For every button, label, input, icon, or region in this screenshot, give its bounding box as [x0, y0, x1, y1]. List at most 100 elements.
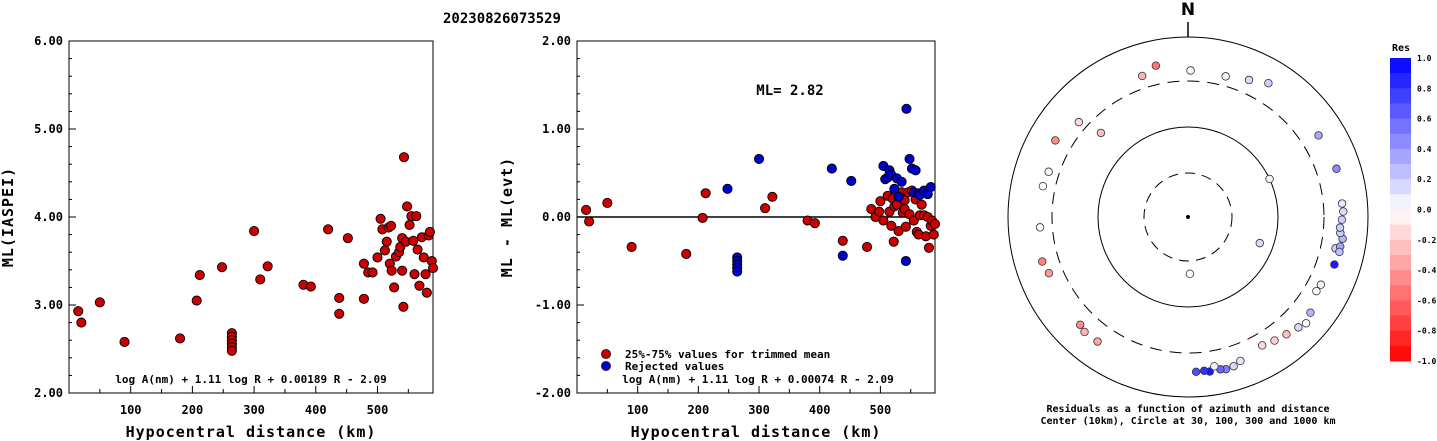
panel1-point — [372, 252, 383, 263]
panel1-xtick-label: 200 — [182, 403, 204, 417]
polar-caption-1: Residuals as a function of azimuth and d… — [1047, 403, 1330, 415]
panel1-ticks: 100 200 300 400 500 2.00 3.00 4.00 5.00 6.00 — [34, 34, 409, 417]
colorbar-tick-label: 0.8 — [1417, 84, 1432, 93]
panel2-point — [925, 182, 936, 193]
polar-point — [1210, 362, 1219, 371]
panel2-ytick-label: -2.00 — [535, 386, 571, 400]
polar-point — [1337, 199, 1347, 208]
panel2-points — [581, 103, 941, 277]
panel1-point — [414, 280, 425, 291]
panel1-point — [175, 333, 186, 344]
panel2-point — [889, 183, 900, 194]
panel2-point — [846, 175, 857, 186]
polar-point — [1074, 117, 1084, 127]
panel2-formula: log A(nm) + 1.11 log R + 0.00074 R - 2.0… — [622, 373, 894, 386]
panel1-point — [398, 301, 409, 312]
panel2-point — [916, 199, 927, 210]
legend-label-trimmed: 25%-75% values for trimmed mean — [625, 348, 830, 361]
legend-label-rejected: Rejected values — [625, 360, 724, 373]
polar-point — [1330, 260, 1339, 269]
panel1-point — [424, 226, 435, 238]
panel2-point — [681, 248, 692, 260]
panel2-ticks: 100 200 300 400 500 -2.00 -1.00 0.00 1.00 2.00 — [535, 34, 912, 417]
residual-colorbar: Res 1.0 0.8 0.6 0.4 0.2 0.0 -0.2 -0.4 -0.6 -0.8 -1… — [1390, 43, 1436, 366]
colorbar-cell — [1390, 270, 1411, 286]
panel1-xtick-label: 500 — [367, 403, 389, 417]
panel2-point — [760, 203, 771, 214]
colorbar-cell — [1390, 73, 1411, 89]
panel2-point — [875, 196, 886, 207]
colorbar-cell — [1390, 239, 1411, 256]
panel1-ytick-label: 4.00 — [34, 210, 63, 224]
polar-point — [1306, 308, 1315, 317]
polar-point — [1199, 366, 1209, 376]
polar-point — [1335, 223, 1345, 232]
panel1-point — [194, 270, 205, 281]
panel1-point — [358, 293, 369, 304]
panel2-ytick-label: 2.00 — [542, 34, 571, 48]
colorbar-ticks: 1.0 0.8 0.6 0.4 0.2 0.0 -0.2 -0.4 -0.6 -0.8 -1.0 — [1417, 54, 1436, 366]
ring-100km — [1097, 126, 1279, 308]
panel2-point — [886, 220, 897, 231]
panel1-ytick-label: 5.00 — [34, 122, 63, 136]
polar-point — [1264, 78, 1273, 88]
panel1-point — [421, 287, 432, 298]
polar-point — [1257, 341, 1267, 350]
panel2-point — [896, 176, 907, 187]
panel1-point — [404, 219, 415, 230]
panel2-point — [904, 153, 915, 164]
panel1-ytick-label: 6.00 — [34, 34, 63, 48]
polar-point — [1093, 337, 1102, 346]
polar-point — [1076, 320, 1085, 329]
colorbar-tick-label: -0.6 — [1417, 296, 1436, 305]
ring-300km — [1051, 80, 1325, 354]
panel2-xlabel: Hypocentral distance (km) — [631, 423, 882, 441]
panel1-points — [73, 152, 439, 356]
colorbar-cell — [1390, 300, 1411, 317]
panel2-point — [626, 241, 637, 252]
polar-point — [1255, 238, 1264, 248]
polar-point — [1282, 330, 1291, 339]
polar-point — [1044, 167, 1053, 176]
panel1-point — [389, 282, 400, 293]
polar-point — [1186, 66, 1195, 75]
polar-point — [1038, 257, 1047, 266]
ml-iaspei-panel: 100 200 300 400 500 2.00 3.00 4.00 5.00 6.00 log … — [0, 34, 439, 441]
polar-point — [1337, 215, 1347, 224]
panel1-point — [420, 269, 431, 280]
panel1-point — [73, 306, 84, 317]
panel1-ytick-label: 2.00 — [34, 386, 63, 400]
polar-caption-2: Center (10km), Circle at 30, 100, 300 an… — [1040, 415, 1335, 427]
polar-point — [1316, 280, 1326, 289]
colorbar-cell — [1390, 315, 1411, 332]
panel1-point — [249, 226, 260, 237]
panel2-point — [874, 206, 885, 217]
panel2-point — [584, 216, 595, 227]
colorbar-cells — [1390, 58, 1411, 362]
colorbar-tick-label: 0.2 — [1417, 175, 1432, 184]
panel1-point — [119, 336, 130, 348]
panel2-ylabel: ML - ML(evt) — [498, 157, 516, 277]
colorbar-cell — [1390, 285, 1411, 301]
panel2-point — [923, 242, 934, 253]
polar-point — [1236, 356, 1245, 366]
colorbar-cell — [1390, 103, 1411, 120]
panel1-point — [191, 295, 202, 306]
ml-residual-panel: 100 200 300 400 500 -2.00 -1.00 0.00 1.00 2.00 ML… — [498, 34, 941, 441]
polar-point — [1080, 327, 1089, 337]
polar-point — [1301, 319, 1311, 328]
panel1-point — [226, 345, 237, 356]
panel1-xtick-label: 400 — [305, 403, 327, 417]
panel1-formula: log A(nm) + 1.11 log R + 0.00189 R - 2.0… — [115, 373, 387, 386]
panel1-point — [386, 265, 397, 276]
center-dot — [1186, 215, 1190, 219]
panel1-point — [305, 281, 316, 292]
panel2-point — [928, 229, 939, 240]
panel1-point — [411, 211, 422, 222]
panel1-point — [409, 269, 420, 280]
panel2-point — [826, 163, 837, 174]
panel2-point — [901, 103, 912, 114]
panel1-xlabel: Hypocentral distance (km) — [126, 423, 377, 441]
polar-point — [1312, 286, 1321, 296]
panel1-point — [342, 233, 353, 244]
